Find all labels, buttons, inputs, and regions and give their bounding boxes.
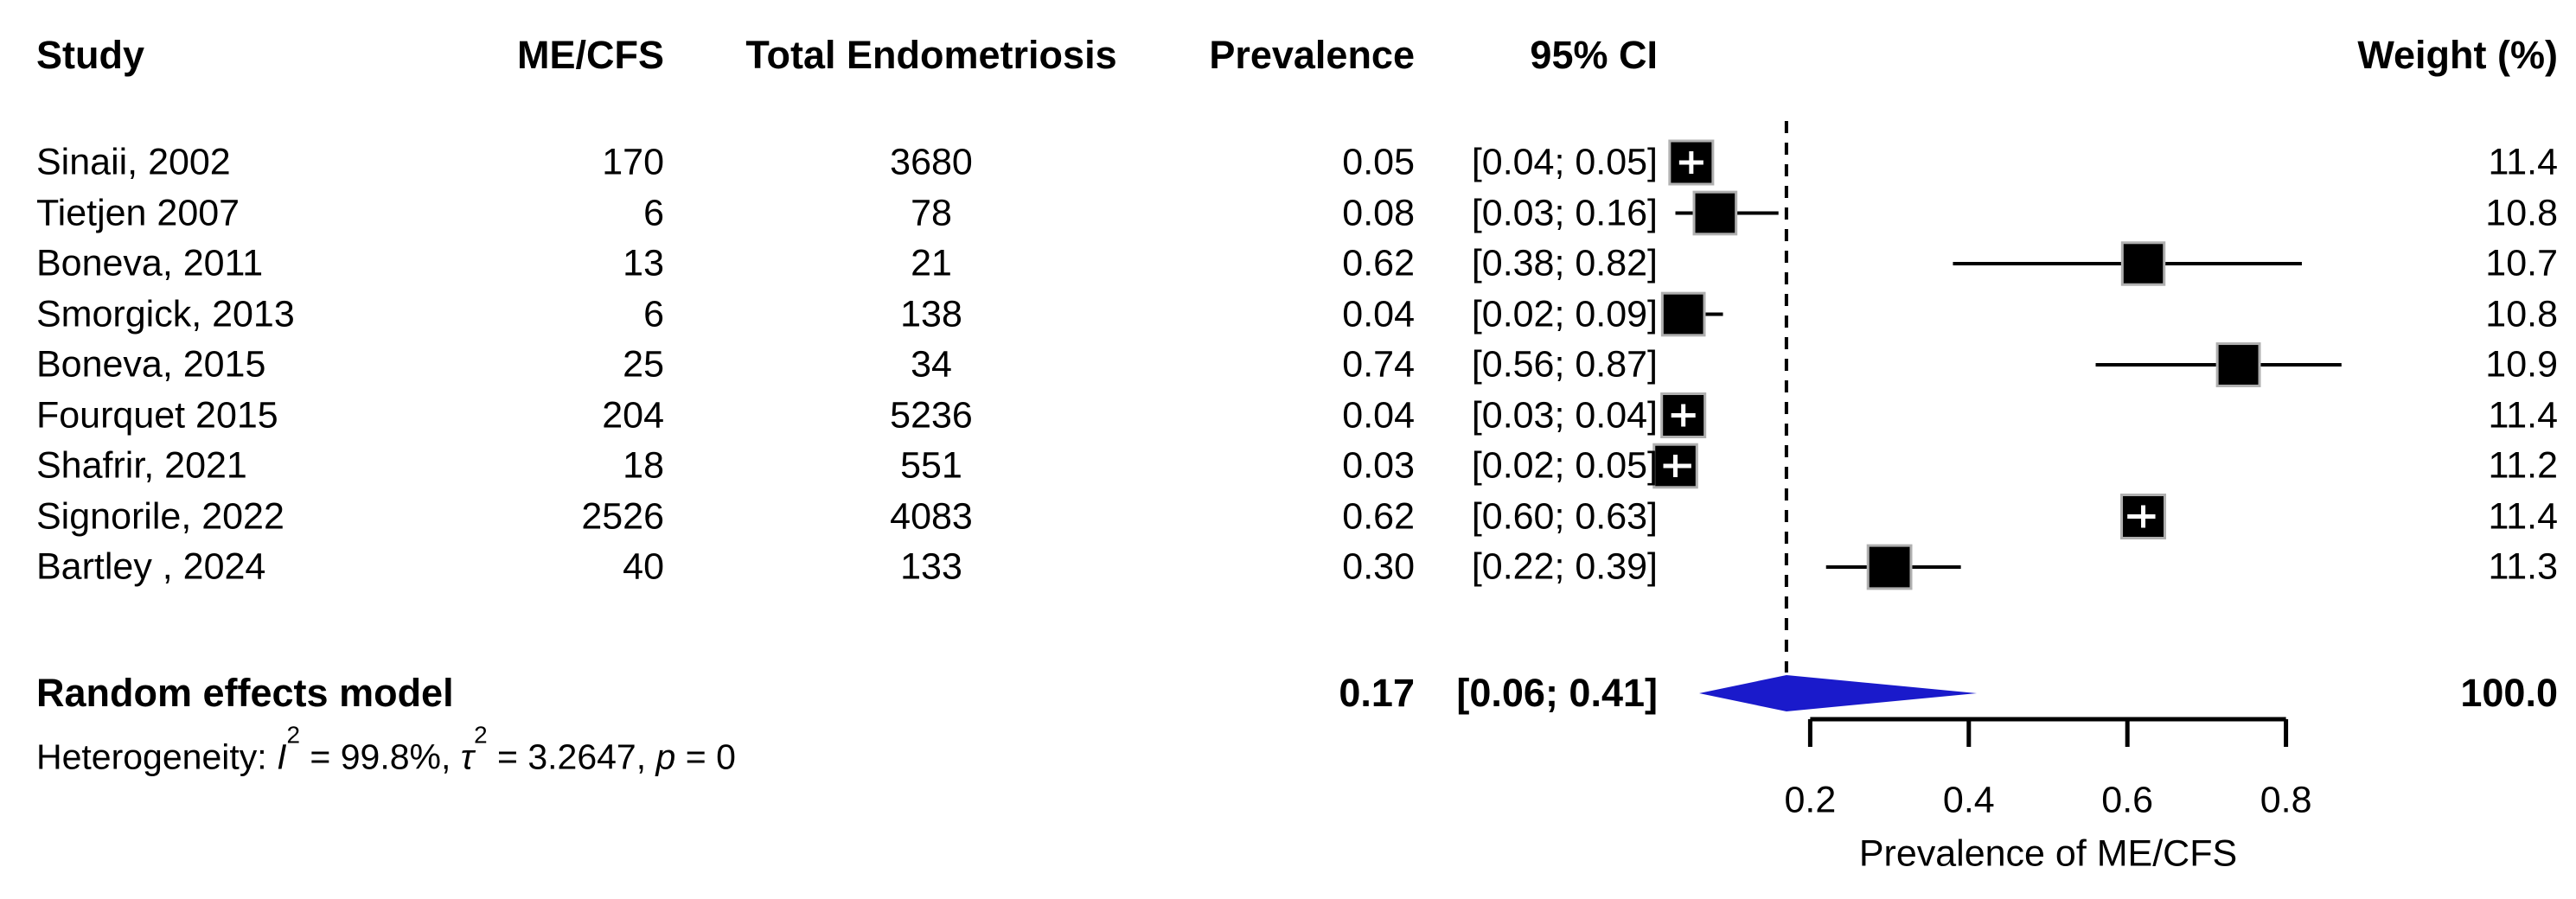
ci-value: [0.03; 0.04] bbox=[1471, 394, 1658, 436]
study-square-marker bbox=[1866, 544, 1913, 590]
x-axis-tick-label: 0.4 bbox=[1942, 779, 1995, 821]
total-count: 34 bbox=[911, 343, 952, 386]
prevalence-value: 0.04 bbox=[1342, 293, 1415, 335]
prevalence-value: 0.74 bbox=[1342, 343, 1415, 386]
x-axis-title: Prevalence of ME/CFS bbox=[1858, 832, 2238, 875]
pooled-weight-value: 100.0 bbox=[2460, 671, 2558, 715]
total-count: 3680 bbox=[890, 141, 973, 183]
weight-value: 10.8 bbox=[2485, 192, 2558, 233]
column-header-study: Study bbox=[36, 33, 145, 77]
weight-value: 10.8 bbox=[2485, 293, 2558, 335]
ci-value: [0.60; 0.63] bbox=[1471, 495, 1658, 537]
prevalence-value: 0.62 bbox=[1342, 242, 1415, 284]
column-header-prevalence: Prevalence bbox=[1209, 33, 1415, 77]
p-symbol: p bbox=[655, 736, 676, 777]
study-square-marker bbox=[2120, 494, 2167, 539]
pooled-ci-value: [0.06; 0.41] bbox=[1456, 671, 1658, 715]
total-count: 551 bbox=[900, 444, 962, 487]
weight-value: 11.4 bbox=[2488, 495, 2559, 537]
column-header-total-endometriosis: Total Endometriosis bbox=[745, 33, 1117, 77]
x-axis-tick-label: 0.6 bbox=[2101, 779, 2154, 821]
prevalence-value: 0.05 bbox=[1342, 141, 1415, 183]
column-header-95ci: 95% CI bbox=[1530, 33, 1658, 77]
weight-value: 10.9 bbox=[2485, 343, 2558, 386]
weight-value: 11.4 bbox=[2488, 141, 2559, 183]
i-squared-exponent: 2 bbox=[286, 721, 300, 749]
tau-squared-exponent: 2 bbox=[474, 721, 488, 749]
mecfs-count: 13 bbox=[623, 242, 664, 284]
ci-value: [0.56; 0.87] bbox=[1471, 343, 1658, 386]
i-squared-value: = 99.8%, bbox=[299, 736, 461, 777]
pooled-prevalence-value: 0.17 bbox=[1339, 671, 1415, 715]
column-header-weight: Weight (%) bbox=[2357, 33, 2558, 77]
i-squared-symbol: I bbox=[277, 736, 287, 777]
study-name: Shafrir, 2021 bbox=[36, 444, 247, 487]
mecfs-count: 204 bbox=[602, 394, 664, 436]
x-axis-tick-label: 0.8 bbox=[2260, 779, 2312, 821]
mecfs-count: 40 bbox=[623, 545, 664, 588]
weight-value: 11.3 bbox=[2488, 545, 2559, 588]
total-count: 21 bbox=[911, 242, 952, 284]
total-count: 138 bbox=[900, 293, 962, 335]
column-header-mecfs: ME/CFS bbox=[516, 33, 664, 77]
prevalence-value: 0.03 bbox=[1342, 444, 1415, 487]
x-axis-tick-label: 0.2 bbox=[1784, 779, 1837, 821]
total-count: 78 bbox=[911, 192, 952, 233]
mecfs-count: 18 bbox=[623, 444, 664, 487]
weight-value: 11.4 bbox=[2488, 394, 2559, 436]
ci-value: [0.02; 0.09] bbox=[1471, 293, 1658, 335]
mecfs-count: 170 bbox=[602, 141, 664, 183]
tau-squared-value: = 3.2647, bbox=[487, 736, 656, 777]
ci-value: [0.02; 0.05] bbox=[1471, 444, 1658, 487]
ci-value: [0.22; 0.39] bbox=[1471, 545, 1658, 588]
mecfs-count: 25 bbox=[623, 343, 664, 386]
study-square-marker bbox=[2120, 241, 2166, 286]
pooled-diamond bbox=[1699, 675, 1977, 711]
weight-value: 10.7 bbox=[2485, 242, 2558, 284]
tau-squared-symbol: τ bbox=[460, 736, 475, 777]
study-name: Boneva, 2011 bbox=[36, 242, 264, 284]
study-name: Bartley , 2024 bbox=[36, 545, 266, 588]
mecfs-count: 6 bbox=[643, 293, 664, 335]
p-value: = 0 bbox=[675, 736, 736, 777]
study-name: Signorile, 2022 bbox=[36, 495, 284, 537]
prevalence-value: 0.08 bbox=[1342, 192, 1415, 233]
total-count: 4083 bbox=[890, 495, 973, 537]
heterogeneity-stats: Heterogeneity: I2 = 99.8%, τ2 = 3.2647, … bbox=[36, 723, 736, 778]
weight-value: 11.2 bbox=[2488, 444, 2559, 487]
study-square-marker bbox=[2215, 342, 2261, 387]
ci-value: [0.38; 0.82] bbox=[1471, 242, 1658, 284]
prevalence-value: 0.62 bbox=[1342, 495, 1415, 537]
total-count: 133 bbox=[900, 545, 962, 588]
study-name: Smorgick, 2013 bbox=[36, 293, 295, 335]
prevalence-value: 0.04 bbox=[1342, 394, 1415, 436]
ci-value: [0.04; 0.05] bbox=[1471, 141, 1658, 183]
study-name: Boneva, 2015 bbox=[36, 343, 266, 386]
study-name: Fourquet 2015 bbox=[36, 394, 278, 436]
mecfs-count: 6 bbox=[643, 192, 664, 233]
heterogeneity-prefix: Heterogeneity: bbox=[36, 736, 278, 777]
pooled-row-label: Random effects model bbox=[36, 671, 454, 715]
total-count: 5236 bbox=[890, 394, 973, 436]
study-square-marker bbox=[1660, 392, 1707, 438]
mecfs-count: 2526 bbox=[581, 495, 664, 537]
ci-value: [0.03; 0.16] bbox=[1471, 192, 1658, 233]
study-name: Tietjen 2007 bbox=[36, 192, 240, 233]
study-square-marker bbox=[1692, 190, 1738, 236]
prevalence-value: 0.30 bbox=[1342, 545, 1415, 588]
study-name: Sinaii, 2002 bbox=[36, 141, 231, 183]
study-square-marker bbox=[1660, 291, 1706, 337]
